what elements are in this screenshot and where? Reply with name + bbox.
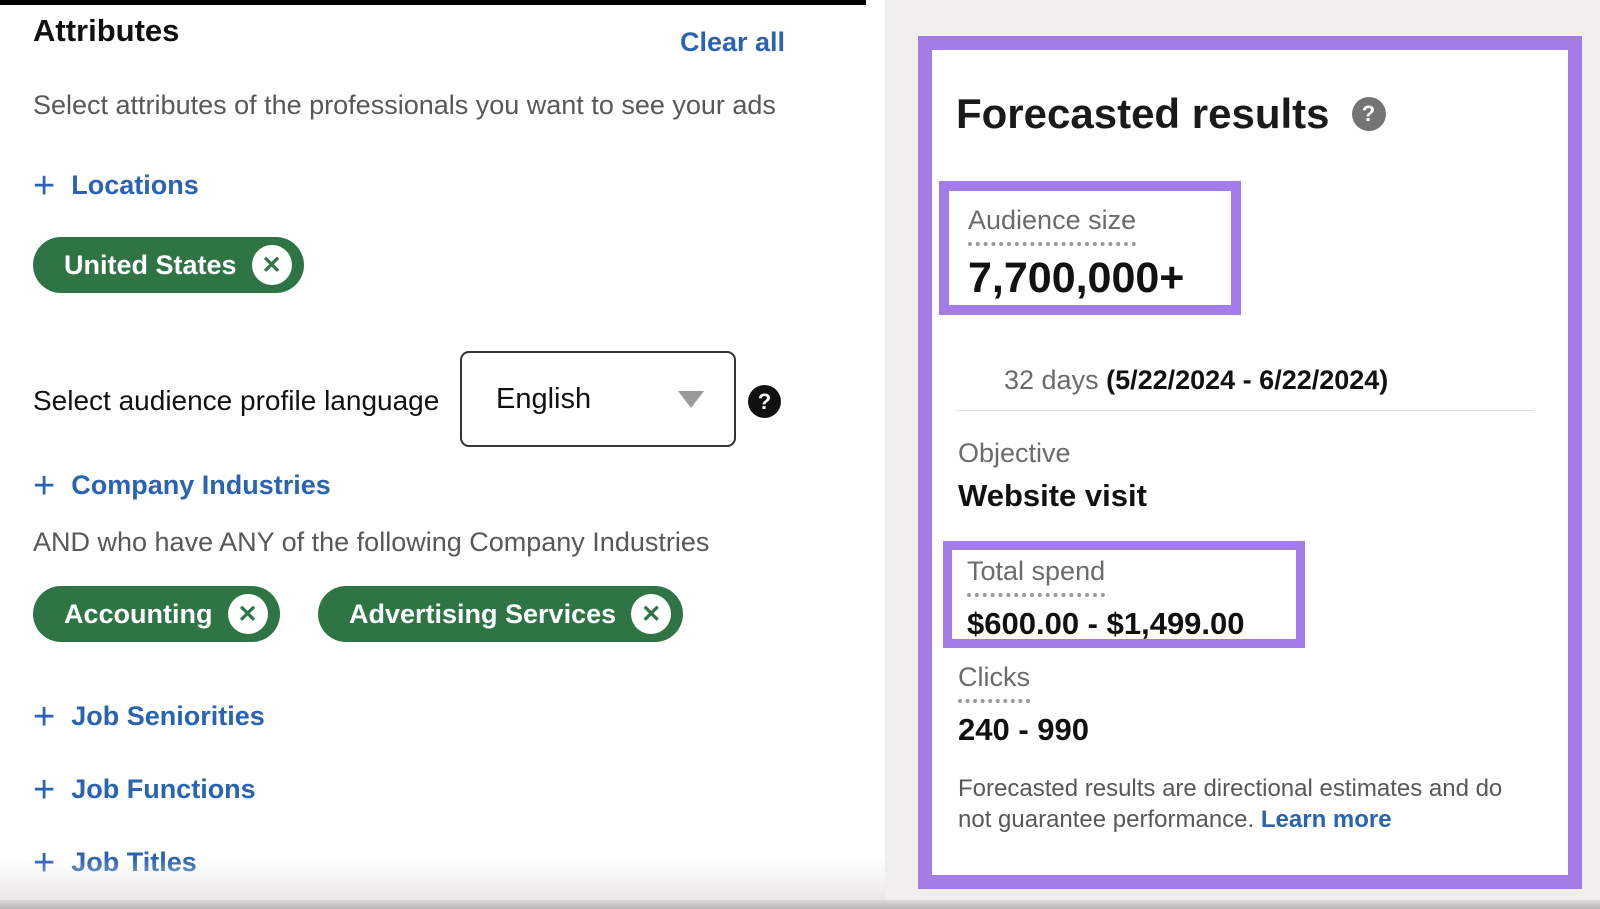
- close-icon[interactable]: ✕: [227, 594, 268, 634]
- clicks-block: Clicks 240 - 990: [958, 662, 1089, 748]
- company-industries-label: Company Industries: [71, 470, 331, 500]
- forecast-help-icon[interactable]: ?: [1351, 97, 1386, 131]
- objective-value: Website visit: [958, 478, 1147, 513]
- audience-size-label[interactable]: Audience size: [968, 205, 1137, 246]
- question-glyph: ?: [1361, 101, 1376, 126]
- plus-icon: +: [33, 841, 56, 884]
- job-seniorities-label: Job Seniorities: [71, 701, 265, 731]
- locations-label: Locations: [71, 170, 199, 200]
- duration-days: 32 days: [1004, 365, 1107, 395]
- industry-pill-accounting: Accounting ✕: [33, 586, 280, 642]
- attributes-panel: Attributes Clear all Select attributes o…: [0, 0, 885, 901]
- clear-all-link[interactable]: Clear all: [680, 27, 786, 57]
- add-company-industries-button[interactable]: + Company Industries: [33, 464, 331, 507]
- language-label: Select audience profile language: [33, 385, 440, 416]
- forecast-title-row: Forecasted results ?: [956, 90, 1386, 138]
- plus-icon: +: [33, 695, 56, 738]
- plus-icon: +: [33, 768, 56, 811]
- language-selected-value: English: [496, 382, 592, 415]
- close-icon[interactable]: ✕: [251, 245, 292, 285]
- question-glyph: ?: [757, 388, 772, 414]
- location-pill-united-states: United States ✕: [33, 237, 304, 293]
- clicks-label[interactable]: Clicks: [958, 662, 1030, 703]
- total-spend-highlight-box: Total spend $600.00 - $1,499.00: [943, 541, 1305, 648]
- objective-label: Objective: [958, 438, 1071, 468]
- add-job-titles-button[interactable]: + Job Titles: [33, 841, 197, 884]
- forecast-duration: 32 days (5/22/2024 - 6/22/2024): [1004, 365, 1388, 396]
- divider: [956, 410, 1534, 411]
- add-job-functions-button[interactable]: + Job Functions: [33, 768, 256, 811]
- language-help-icon[interactable]: ?: [748, 385, 781, 418]
- industry-pill-advertising-services: Advertising Services ✕: [318, 586, 684, 642]
- add-job-seniorities-button[interactable]: + Job Seniorities: [33, 695, 265, 738]
- add-locations-button[interactable]: + Locations: [33, 164, 199, 207]
- top-edge-strip: [0, 0, 866, 5]
- job-titles-label: Job Titles: [71, 847, 197, 877]
- disclaimer-text: Forecasted results are directional estim…: [958, 775, 1503, 833]
- industries-condition-text: AND who have ANY of the following Compan…: [33, 527, 710, 557]
- pill-label: United States: [64, 249, 237, 280]
- close-glyph: ✕: [237, 600, 258, 628]
- attributes-description: Select attributes of the professionals y…: [33, 90, 776, 120]
- attributes-title: Attributes: [33, 13, 180, 48]
- close-glyph: ✕: [641, 600, 662, 628]
- total-spend-label[interactable]: Total spend: [967, 556, 1106, 597]
- bottom-edge-strip: [0, 900, 1600, 909]
- job-functions-label: Job Functions: [71, 774, 256, 804]
- chevron-down-icon: [678, 390, 704, 408]
- learn-more-link[interactable]: Learn more: [1260, 806, 1392, 833]
- clicks-value: 240 - 990: [958, 712, 1089, 747]
- close-icon[interactable]: ✕: [631, 594, 672, 634]
- plus-icon: +: [33, 464, 56, 507]
- forecasted-results-card: Forecasted results ? Audience size 7,700…: [918, 36, 1582, 889]
- pill-label: Advertising Services: [349, 598, 617, 629]
- duration-range: (5/22/2024 - 6/22/2024): [1106, 365, 1389, 395]
- audience-size-value: 7,700,000+: [968, 254, 1185, 302]
- audience-size-highlight-box: Audience size 7,700,000+: [939, 181, 1241, 315]
- forecast-disclaimer: Forecasted results are directional estim…: [958, 773, 1533, 835]
- close-glyph: ✕: [261, 251, 282, 279]
- forecast-title: Forecasted results: [956, 90, 1330, 137]
- language-dropdown[interactable]: English: [460, 351, 736, 447]
- plus-icon: +: [33, 164, 56, 207]
- pill-label: Accounting: [64, 598, 213, 629]
- total-spend-value: $600.00 - $1,499.00: [967, 606, 1245, 641]
